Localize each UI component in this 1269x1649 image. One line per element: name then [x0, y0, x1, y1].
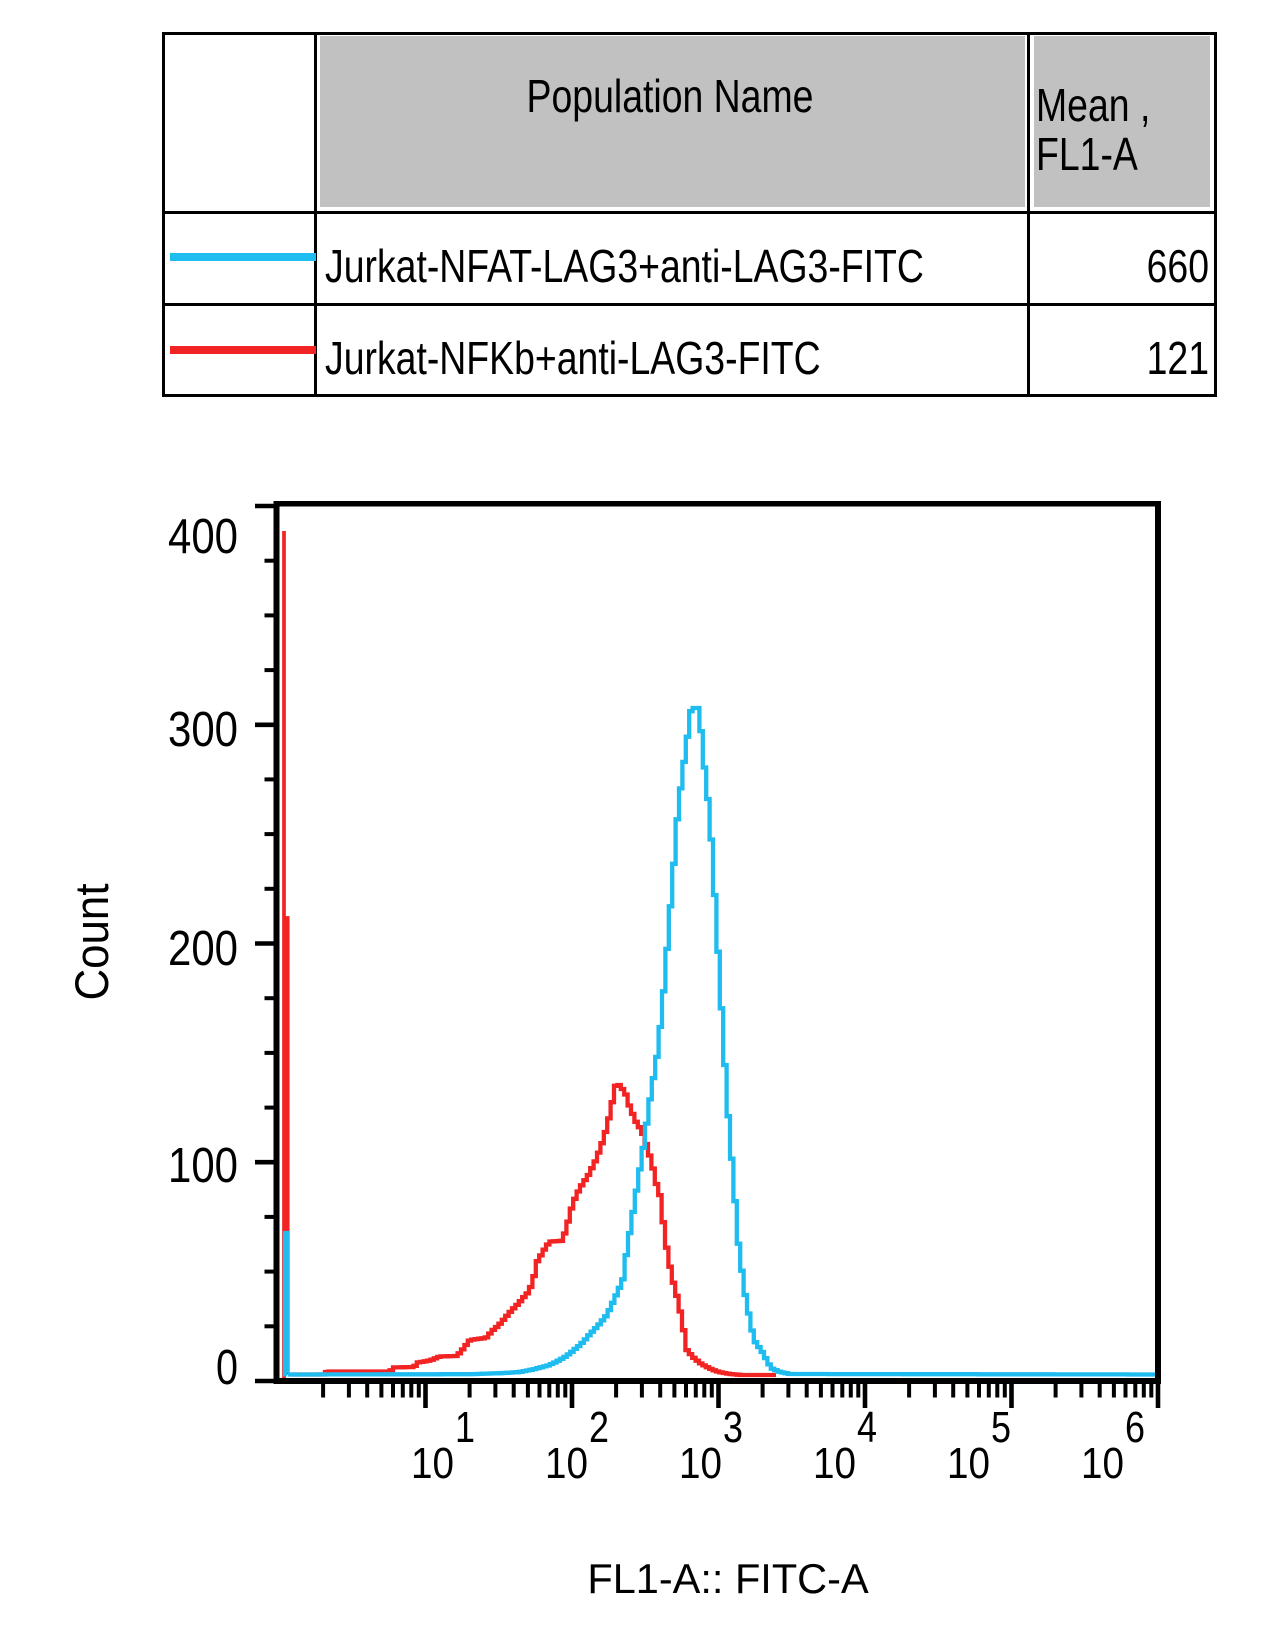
svg-text:300: 300 [168, 702, 238, 757]
svg-text:3: 3 [723, 1403, 743, 1452]
svg-text:5: 5 [991, 1403, 1011, 1452]
svg-text:4: 4 [857, 1403, 877, 1452]
svg-text:10: 10 [1081, 1439, 1124, 1488]
svg-text:1: 1 [455, 1403, 475, 1452]
svg-text:2: 2 [589, 1403, 609, 1452]
svg-text:200: 200 [168, 921, 238, 976]
svg-text:Count: Count [65, 884, 118, 1001]
svg-text:FL1-A:: FITC-A: FL1-A:: FITC-A [587, 1555, 869, 1602]
svg-text:400: 400 [168, 509, 238, 564]
svg-text:10: 10 [545, 1439, 588, 1488]
svg-text:10: 10 [411, 1439, 454, 1488]
svg-text:10: 10 [813, 1439, 856, 1488]
svg-text:6: 6 [1125, 1403, 1145, 1452]
svg-text:100: 100 [168, 1138, 238, 1193]
svg-text:10: 10 [947, 1439, 990, 1488]
svg-text:10: 10 [679, 1439, 722, 1488]
svg-text:0: 0 [216, 1340, 238, 1395]
